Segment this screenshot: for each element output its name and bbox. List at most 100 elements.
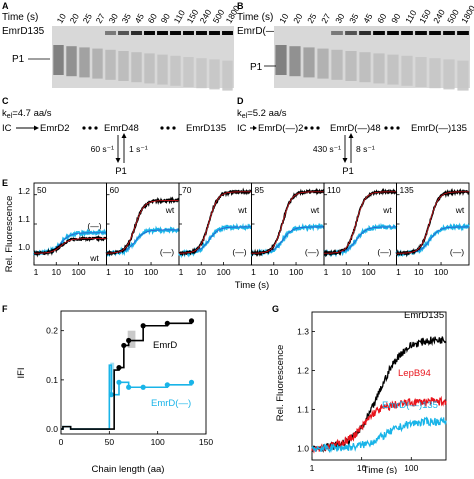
panel-e-xtick-label: 10 <box>124 267 134 277</box>
panel-e-wt-label: wt <box>310 205 320 215</box>
panel-d-scheme: D kel=5.2 aa/s IC EmrD(—)2 EmrD(—)48 Emr… <box>237 96 467 177</box>
b-time-tick: 35 <box>347 12 361 25</box>
a-lane-product-band <box>118 31 129 35</box>
panel-f-y-label: IFI <box>16 367 27 378</box>
a-time-tick: 45 <box>133 12 147 25</box>
panel-e-y-ticks: 1.0 1.1 1.2 <box>18 186 30 252</box>
panel-g-label-1: EmrD135 <box>404 310 444 321</box>
panel-c-up-arrowhead <box>121 133 127 138</box>
panel-g: G Rel. Fluorescence 1.0 1.1 1.2 1.3 1 10 100 E… <box>272 304 447 476</box>
panel-e-xtick-label: 10 <box>269 267 279 277</box>
panel-g-ticks: 1.0 1.1 1.2 1.3 1 10 100 <box>297 326 418 473</box>
panel-e-subplot-label: 50 <box>37 185 47 195</box>
b-lane-smear <box>303 47 315 78</box>
a-lane-product-band <box>170 31 181 35</box>
panel-d-dots-1 <box>304 126 320 130</box>
panel-d-step2: EmrD(—)48 <box>330 123 381 134</box>
a-lane-smear <box>92 48 103 79</box>
panel-e-xtick-label: 1 <box>106 267 111 277</box>
a-lane-product-band <box>183 31 194 35</box>
panel-g-label-2: LepB94 <box>398 368 431 379</box>
panel-c-step3: EmrD135 <box>186 123 226 134</box>
panel-e-subplot-label: 60 <box>110 185 120 195</box>
panel-g-y-label: Rel. Fluorescence <box>275 345 286 422</box>
panel-c-arrowhead-1 <box>34 125 39 131</box>
panel-g-x-label: Time (s) <box>363 465 397 474</box>
panel-f-series-line <box>61 320 193 430</box>
panel-e-wt-fit <box>251 191 324 254</box>
b-time-tick: 25 <box>305 12 319 25</box>
panel-g-ytick-label: 1.3 <box>297 326 309 336</box>
panel-d-dots-2 <box>384 126 400 130</box>
panel-f-data-point <box>188 318 195 324</box>
panel-e-subplot: 1 10 100 50 (—) wt <box>33 182 108 277</box>
panel-g-trace <box>311 416 447 454</box>
panel-e-subplot-label: 70 <box>182 185 192 195</box>
b-time-tick: 1800 <box>459 3 474 25</box>
a-lane-product-band <box>157 31 168 35</box>
scheme-dot <box>82 126 86 130</box>
scheme-dot <box>160 126 164 130</box>
panel-e-subplot-label: 85 <box>255 185 265 195</box>
a-lane-smear <box>53 45 64 75</box>
panel-e-wt-label: wt <box>455 205 465 215</box>
panel-f-axes-frame <box>60 310 207 435</box>
panel-e-wt-trace <box>323 187 398 258</box>
a-lane-smear <box>144 53 155 84</box>
panel-f-data-point <box>108 392 114 398</box>
panel-d-step3: EmrD(—)135 <box>411 123 467 134</box>
panel-d-k-on: 8 s⁻¹ <box>356 144 375 154</box>
scheme-dot <box>396 126 400 130</box>
scheme-dot <box>310 126 314 130</box>
panel-g-trace <box>311 336 447 453</box>
panel-c-dots-1 <box>82 126 98 130</box>
panel-f-xtick-label: 100 <box>151 437 165 447</box>
panel-e-ytick-1: 1.0 <box>18 242 30 252</box>
b-lane-smear <box>457 60 469 91</box>
panel-g-ytick-label: 1.1 <box>297 404 309 414</box>
b-lane-smear <box>317 48 329 79</box>
a-time-tick: 150 <box>185 7 201 25</box>
panel-f-data-point <box>116 379 122 385</box>
panel-a-pool-label: P1 <box>12 54 25 65</box>
panel-e-minus-label: (—) <box>232 247 246 257</box>
panel-e-letter: E <box>2 178 8 188</box>
panel-f-series1-label: EmrD <box>153 340 177 351</box>
b-lane-smear <box>401 55 413 86</box>
a-time-tick: 240 <box>198 7 214 25</box>
b-lane-product-band <box>457 31 469 35</box>
panel-e-xtick-label: 100 <box>144 267 158 277</box>
a-lane-product-band <box>209 31 220 35</box>
b-time-tick: 110 <box>403 8 419 25</box>
panel-e-xtick-label: 10 <box>414 267 424 277</box>
scheme-dot <box>88 126 92 130</box>
panel-d-k-off: 430 s⁻¹ <box>313 144 341 154</box>
panel-e-xtick-label: 100 <box>71 267 85 277</box>
b-time-tick: 10 <box>277 12 291 25</box>
panel-e-wt-trace <box>250 187 325 258</box>
panel-d-product: P1 <box>342 166 354 177</box>
panel-a-gel-lanes <box>53 31 233 91</box>
panel-d-start: IC <box>237 123 247 134</box>
b-lane-product-band <box>401 31 413 35</box>
panel-e-wt-fit <box>106 200 179 254</box>
a-lane-smear <box>157 54 168 85</box>
b-time-tick: 60 <box>375 12 389 25</box>
panel-f-xtick-label: 150 <box>199 437 213 447</box>
panel-g-xtick-label: 10 <box>357 463 367 473</box>
panel-c-scheme: C kel=4.7 aa/s IC EmrD2 EmrD48 EmrD135 6… <box>2 96 226 177</box>
a-lane-smear <box>222 60 233 91</box>
panel-e-xtick-label: 100 <box>361 267 375 277</box>
panel-d-rate: kel=5.2 aa/s <box>237 108 287 120</box>
panel-e-ytick-2: 1.1 <box>18 214 30 224</box>
a-lane-smear <box>196 58 207 89</box>
b-lane-product-band <box>387 31 399 35</box>
b-time-tick: 30 <box>333 12 347 25</box>
panel-e-subplot: 1 10 100 85 wt (—) <box>250 182 325 277</box>
a-lane-smear <box>79 47 90 78</box>
panel-f-data-point <box>126 384 132 390</box>
